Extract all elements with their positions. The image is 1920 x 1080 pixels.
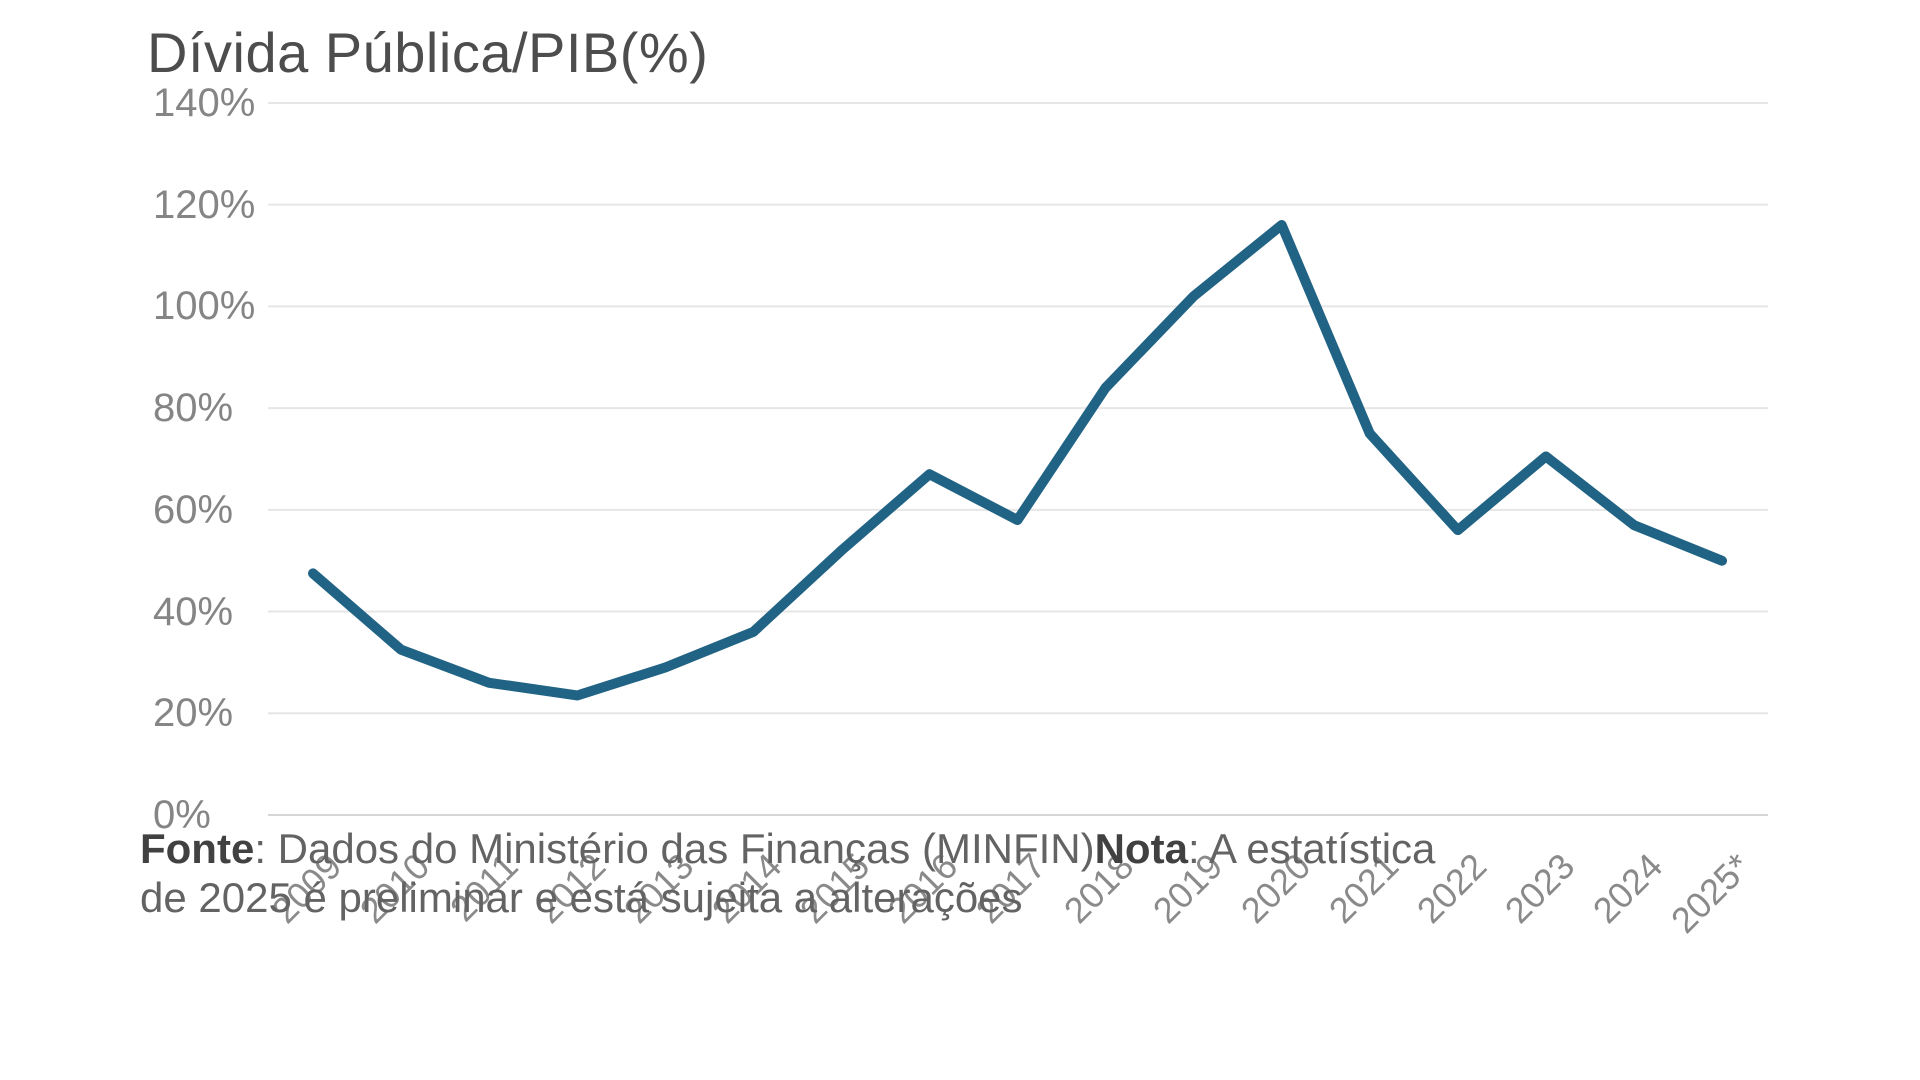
y-tick-label: 100% — [153, 284, 256, 329]
gridlines — [268, 101, 1768, 816]
footnote-label: Fonte — [140, 825, 255, 872]
y-tick-label: 120% — [153, 182, 256, 227]
footnote-text: de 2025 é preliminar e está sujeita a al… — [140, 874, 1023, 921]
debt-to-gdp-line — [308, 220, 1727, 701]
footnote-text: : A estatística — [1187, 825, 1436, 872]
footnote-label: Nota — [1094, 825, 1188, 872]
footnote-line-1: Fonte: Dados do Ministério das Finanças … — [140, 824, 1570, 873]
y-tick-label: 40% — [153, 589, 234, 634]
footnote-line-2: de 2025 é preliminar e está sujeita a al… — [140, 873, 1570, 922]
y-tick-label: 60% — [153, 487, 234, 532]
y-tick-label: 0% — [153, 793, 211, 837]
chart-title: Dívida Pública/PIB(%) — [147, 21, 709, 84]
footnote-text: : Dados do Ministério das Finanças (MINF… — [254, 825, 1095, 872]
y-tick-label: 20% — [153, 691, 234, 736]
chart-footnote: Fonte: Dados do Ministério das Finanças … — [140, 824, 1570, 922]
y-tick-label: 80% — [153, 386, 234, 431]
y-tick-label: 140% — [153, 80, 256, 125]
